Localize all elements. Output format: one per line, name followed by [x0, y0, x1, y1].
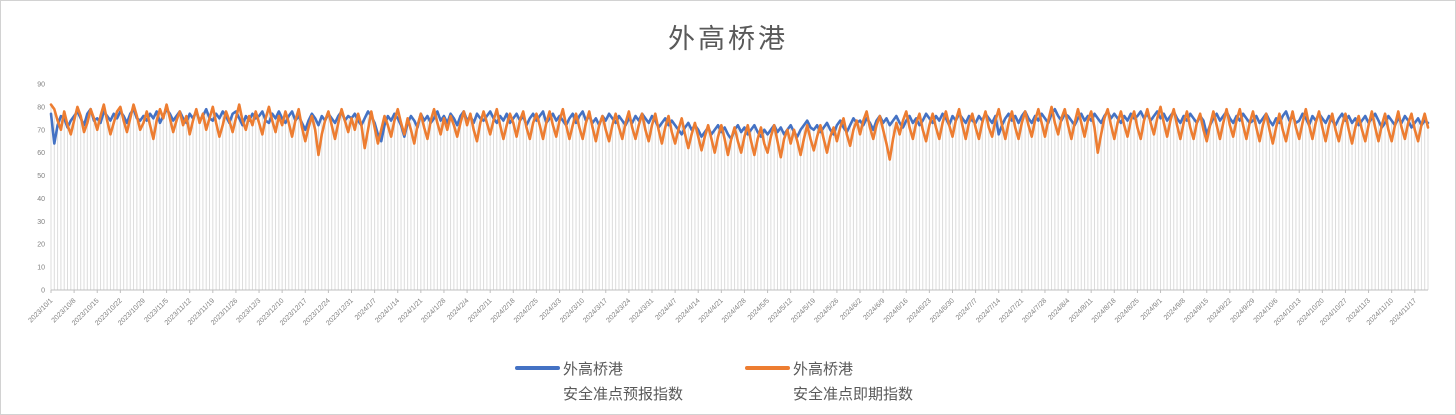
svg-text:0: 0 [41, 288, 45, 295]
svg-text:2024/4/28: 2024/4/28 [721, 297, 748, 324]
svg-text:2024/7/28: 2024/7/28 [1021, 297, 1048, 324]
svg-text:2024/5/26: 2024/5/26 [813, 297, 840, 324]
svg-text:2024/9/1: 2024/9/1 [1140, 297, 1164, 321]
legend-label-forecast-line1: 外高桥港 [563, 361, 624, 378]
legend-item-forecast: 外高桥港 安全准点预报指数 [515, 357, 683, 407]
svg-text:2024/1/28: 2024/1/28 [420, 297, 447, 324]
svg-text:30: 30 [37, 219, 45, 226]
legend-label-spot-line1: 外高桥港 [793, 361, 854, 378]
legend-item-spot: 外高桥港 安全准点即期指数 [745, 357, 913, 407]
svg-text:80: 80 [37, 104, 45, 111]
legend-label-spot-line2: 安全准点即期指数 [793, 386, 914, 403]
forecast-series-line-icon [515, 366, 560, 370]
svg-text:40: 40 [37, 196, 45, 203]
svg-text:2024/6/30: 2024/6/30 [929, 297, 956, 324]
svg-text:20: 20 [37, 242, 45, 249]
legend: 外高桥港 安全准点预报指数 外高桥港 安全准点即期指数 [1, 357, 1455, 409]
svg-text:50: 50 [37, 173, 45, 180]
legend-label-forecast: 外高桥港 安全准点预报指数 [563, 357, 683, 407]
svg-text:2024/2/25: 2024/2/25 [513, 297, 540, 324]
svg-text:2024/8/25: 2024/8/25 [1114, 297, 1141, 324]
plot-area: 2023/10/12023/10/82023/10/152023/10/2220… [27, 82, 1430, 327]
svg-text:90: 90 [37, 82, 45, 89]
svg-text:2024/3/31: 2024/3/31 [628, 297, 655, 324]
svg-text:2024/6/2: 2024/6/2 [839, 297, 863, 321]
spot-series-line-icon [745, 366, 790, 370]
legend-label-spot: 外高桥港 安全准点即期指数 [793, 357, 913, 407]
svg-text:70: 70 [37, 127, 45, 134]
svg-text:60: 60 [37, 150, 45, 157]
svg-text:10: 10 [37, 265, 45, 272]
legend-label-forecast-line2: 安全准点预报指数 [563, 386, 684, 403]
